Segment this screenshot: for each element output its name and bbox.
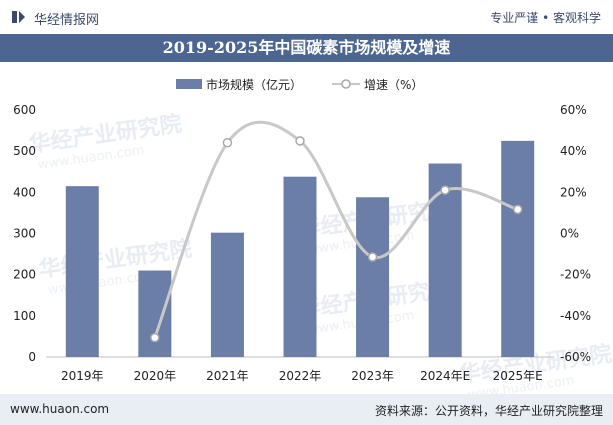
legend-line-marker (341, 79, 351, 89)
x-tick-label: 2019年 (61, 369, 104, 383)
legend-bar-label: 市场规模（亿元） (206, 77, 302, 92)
legend-bar-swatch (176, 79, 202, 89)
footer-source: 资料来源：公开资料，华经产业研究院整理 (374, 404, 603, 418)
footer-url: www.huaon.com (10, 402, 110, 416)
y-left-tick-label: 0 (28, 350, 36, 364)
y-right-tick-label: 20% (560, 185, 587, 199)
bar (501, 140, 535, 357)
bar (65, 186, 99, 357)
y-left-tick-label: 600 (13, 103, 36, 117)
y-left-tick-label: 200 (13, 268, 36, 282)
growth-point (222, 137, 233, 148)
logo-icon (12, 11, 25, 23)
x-tick-label: 2024年E (420, 369, 470, 383)
chart-title: 2019-2025年中国碳素市场规模及增速 (162, 38, 451, 57)
slogan: 专业严谨 • 客观科学 (490, 11, 601, 25)
growth-point (440, 185, 450, 195)
footer: www.huaon.com 资料来源：公开资料，华经产业研究院整理 (0, 394, 613, 425)
y-right-tick-label: -40% (560, 309, 591, 323)
x-tick-label: 2025年E (493, 369, 543, 383)
title-bar: 2019-2025年中国碳素市场规模及增速 (0, 34, 613, 62)
y-left-tick-label: 400 (13, 185, 36, 199)
legend: 市场规模（亿元） 增速（%） (176, 77, 423, 92)
y-right-tick-label: -60% (560, 350, 591, 364)
bars (65, 140, 535, 357)
y-left-tick-label: 300 (13, 227, 36, 241)
bar (138, 270, 172, 357)
bar (210, 232, 244, 357)
header: 华经情报网 专业严谨 • 客观科学 (0, 0, 613, 34)
y-right-tick-label: 40% (560, 144, 587, 158)
legend-line-label: 增速（%） (364, 78, 423, 92)
y-right-tick-label: -20% (560, 268, 591, 282)
x-tick-label: 2021年 (206, 369, 249, 383)
growth-point (367, 252, 378, 262)
bar (283, 176, 317, 357)
y-left-tick-label: 500 (13, 144, 36, 158)
growth-point (295, 136, 305, 146)
growth-point (150, 332, 160, 343)
x-tick-label: 2023年 (351, 369, 394, 383)
chart: 华经产业研究院www.huaon.com华经产业研究院www.huaon.com… (13, 77, 613, 394)
bar (356, 197, 390, 357)
y-right-tick-label: 60% (560, 103, 587, 117)
brand-name: 华经情报网 (34, 13, 100, 28)
y-right-tick-label: 0% (560, 227, 579, 241)
growth-point (512, 204, 523, 215)
x-tick-label: 2020年 (134, 369, 177, 383)
y-left-tick-label: 100 (13, 309, 36, 323)
growth-line (150, 120, 523, 343)
x-tick-label: 2022年 (279, 369, 322, 383)
